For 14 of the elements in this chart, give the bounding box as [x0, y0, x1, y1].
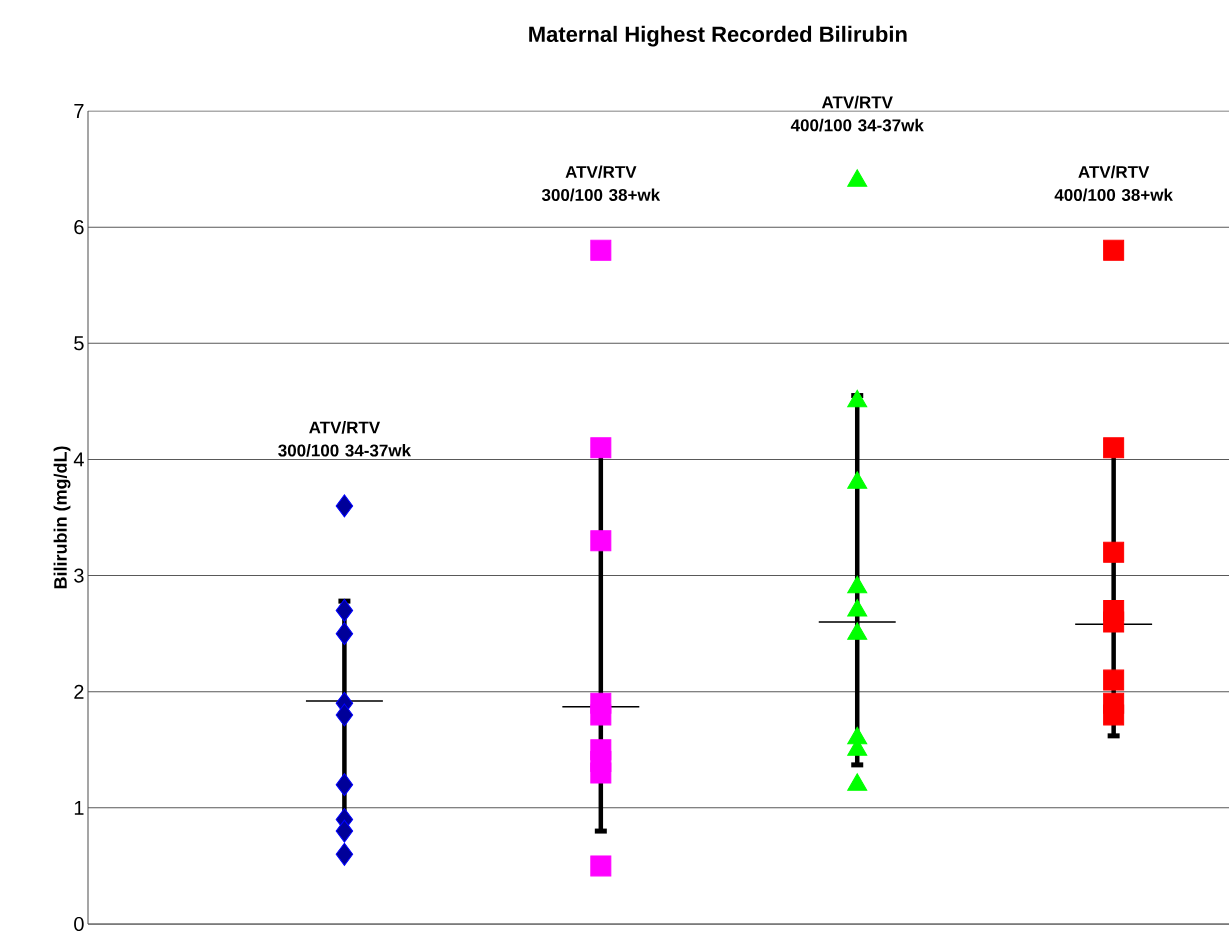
- x-tick-label: ATV/RTV 300/100 38+wk: [541, 165, 661, 202]
- y-tick-label: 4: [73, 452, 84, 467]
- y-tick-label: 5: [74, 336, 84, 351]
- x-tick-label: ATV/RTV 300/100 34-37wk: [278, 421, 412, 457]
- x-tick-label: ATV/RTV 400/100 34-37wk: [790, 95, 924, 132]
- y-axis-title: Bilirubin (mg/dL): [53, 446, 71, 589]
- y-tick-label: 2: [74, 684, 84, 699]
- x-tick-label: ATV/RTV 400/100 38+wk: [1054, 165, 1173, 202]
- chart-title: Maternal Highest Recorded Bilirubin: [529, 25, 907, 47]
- y-tick-label: 1: [74, 800, 84, 815]
- y-tick-label: 3: [74, 568, 84, 583]
- y-tick-label: 0: [74, 916, 84, 932]
- y-tick-label: 6: [74, 220, 84, 235]
- y-tick-label: 7: [74, 104, 84, 118]
